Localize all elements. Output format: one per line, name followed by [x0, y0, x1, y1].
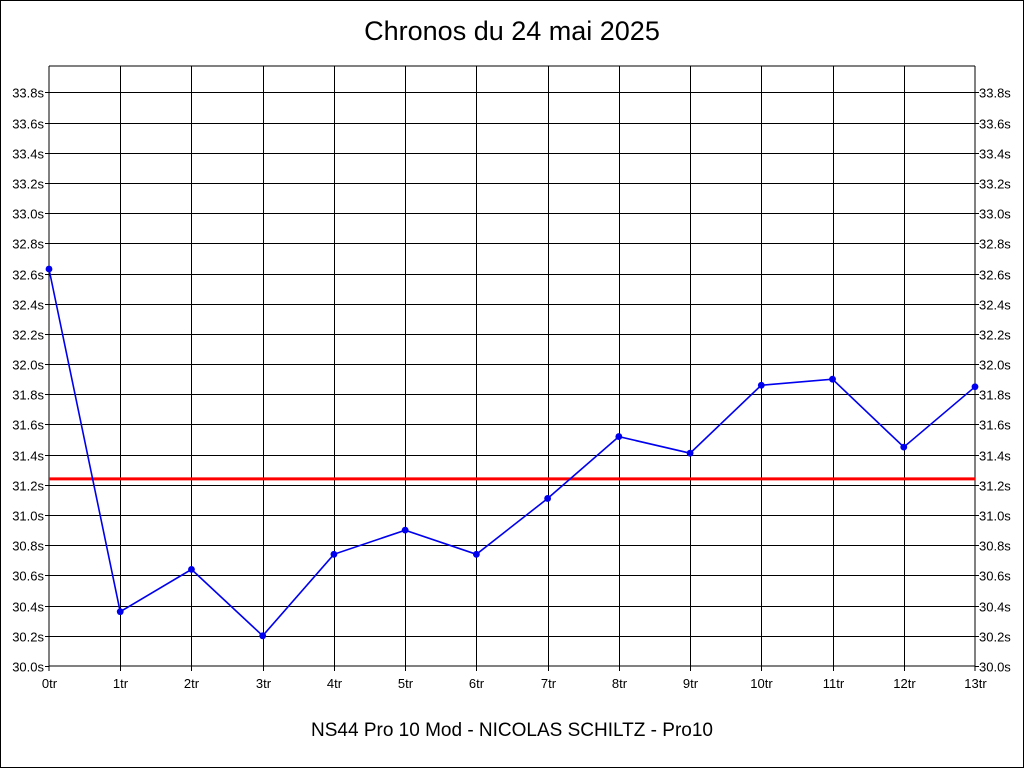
y-tick-label-right: 32.6s [979, 268, 1011, 283]
y-tick-label-right: 30.6s [979, 569, 1011, 584]
y-tick-label-left: 33.8s [12, 86, 44, 101]
y-tick-label-right: 32.4s [979, 298, 1011, 313]
y-tick-label-right: 33.6s [979, 117, 1011, 132]
tick-labels: 30.0s 30.0s 30.2s 30.2s 30.4s 30.4s 30.6s 30.6s… [12, 86, 1011, 692]
y-tick-label-right: 30.8s [979, 539, 1011, 554]
x-tick-label: 13tr [964, 676, 987, 691]
data-point [473, 551, 480, 558]
y-tick-label-left: 32.8s [12, 237, 44, 252]
x-tick-label: 12tr [893, 676, 916, 691]
data-point [46, 266, 53, 273]
y-tick-label-right: 30.2s [979, 630, 1011, 645]
y-tick-label-left: 30.4s [12, 600, 44, 615]
y-tick-label-left: 30.0s [12, 660, 44, 675]
y-tick-label-left: 30.8s [12, 539, 44, 554]
y-tick-label-right: 31.0s [979, 509, 1011, 524]
y-tick-label-left: 31.4s [12, 449, 44, 464]
data-point [117, 608, 124, 615]
y-tick-label-left: 33.4s [12, 147, 44, 162]
data-point [402, 527, 409, 534]
grid [49, 66, 975, 671]
y-tick-label-left: 32.6s [12, 268, 44, 283]
data-point [544, 495, 551, 502]
data-point [829, 376, 836, 383]
x-tick-label: 2tr [184, 676, 200, 691]
data-point [259, 632, 266, 639]
y-tick-label-right: 33.4s [979, 147, 1011, 162]
x-tick-label: 8tr [612, 676, 628, 691]
y-tick-label-left: 31.0s [12, 509, 44, 524]
y-tick-label-left: 33.2s [12, 177, 44, 192]
x-tick-label: 4tr [327, 676, 343, 691]
data-point [615, 433, 622, 440]
x-tick-label: 1tr [113, 676, 129, 691]
x-tick-label: 5tr [398, 676, 414, 691]
x-tick-label: 6tr [469, 676, 485, 691]
x-tick-label: 7tr [541, 676, 557, 691]
y-tick-label-left: 32.4s [12, 298, 44, 313]
series-layer [46, 266, 979, 640]
x-tick-label: 9tr [683, 676, 699, 691]
data-point [900, 444, 907, 451]
y-tick-label-right: 30.0s [979, 660, 1011, 675]
x-tick-label: 0tr [42, 676, 58, 691]
y-tick-label-left: 31.2s [12, 479, 44, 494]
data-point [972, 383, 979, 390]
y-tick-label-left: 33.0s [12, 207, 44, 222]
y-tick-label-right: 32.2s [979, 328, 1011, 343]
y-tick-label-right: 30.4s [979, 600, 1011, 615]
series-line [49, 269, 975, 636]
data-point [188, 566, 195, 573]
data-point [687, 450, 694, 457]
y-tick-label-left: 32.2s [12, 328, 44, 343]
y-tick-label-left: 31.6s [12, 418, 44, 433]
x-tick-label: 11tr [823, 676, 845, 691]
y-tick-label-right: 32.8s [979, 237, 1011, 252]
y-tick-label-left: 33.6s [12, 117, 44, 132]
y-tick-label-right: 31.8s [979, 388, 1011, 403]
y-tick-label-left: 32.0s [12, 358, 44, 373]
axes [45, 66, 979, 671]
data-point [331, 551, 338, 558]
y-tick-label-left: 30.2s [12, 630, 44, 645]
x-tick-label: 3tr [256, 676, 272, 691]
y-tick-label-right: 31.4s [979, 449, 1011, 464]
y-tick-label-left: 30.6s [12, 569, 44, 584]
x-tick-label: 10tr [750, 676, 773, 691]
y-tick-label-right: 33.0s [979, 207, 1011, 222]
y-tick-label-right: 31.6s [979, 418, 1011, 433]
chart-footer: NS44 Pro 10 Mod - NICOLAS SCHILTZ - Pro1… [0, 720, 1024, 742]
y-tick-label-right: 31.2s [979, 479, 1011, 494]
y-tick-label-right: 33.2s [979, 177, 1011, 192]
data-point [758, 382, 765, 389]
y-tick-label-right: 33.8s [979, 86, 1011, 101]
y-tick-label-left: 31.8s [12, 388, 44, 403]
y-tick-label-right: 32.0s [979, 358, 1011, 373]
